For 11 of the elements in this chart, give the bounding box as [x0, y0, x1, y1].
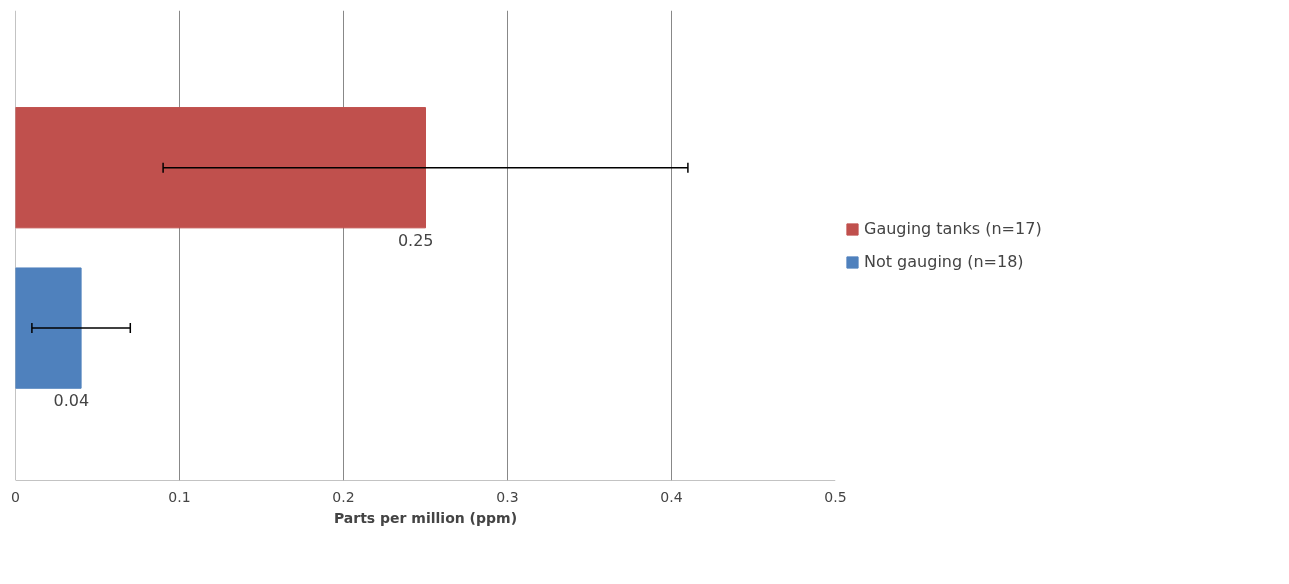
x-tick-label: 0.1 — [168, 488, 191, 505]
data-label: 0.04 — [53, 391, 90, 411]
x-tick-label: 0.5 — [824, 488, 847, 505]
x-tick-label: 0.3 — [496, 488, 519, 505]
x-tick-label: 0.2 — [332, 488, 355, 505]
x-tick-label: 0.4 — [660, 488, 683, 505]
legend-label: Gauging tanks (n=17) — [864, 219, 1042, 238]
x-axis-title: Parts per million (ppm) — [333, 509, 518, 526]
legend-label: Not gauging (n=18) — [864, 252, 1024, 271]
x-tick-label: 0 — [11, 488, 20, 505]
data-label: 0.25 — [397, 230, 434, 250]
